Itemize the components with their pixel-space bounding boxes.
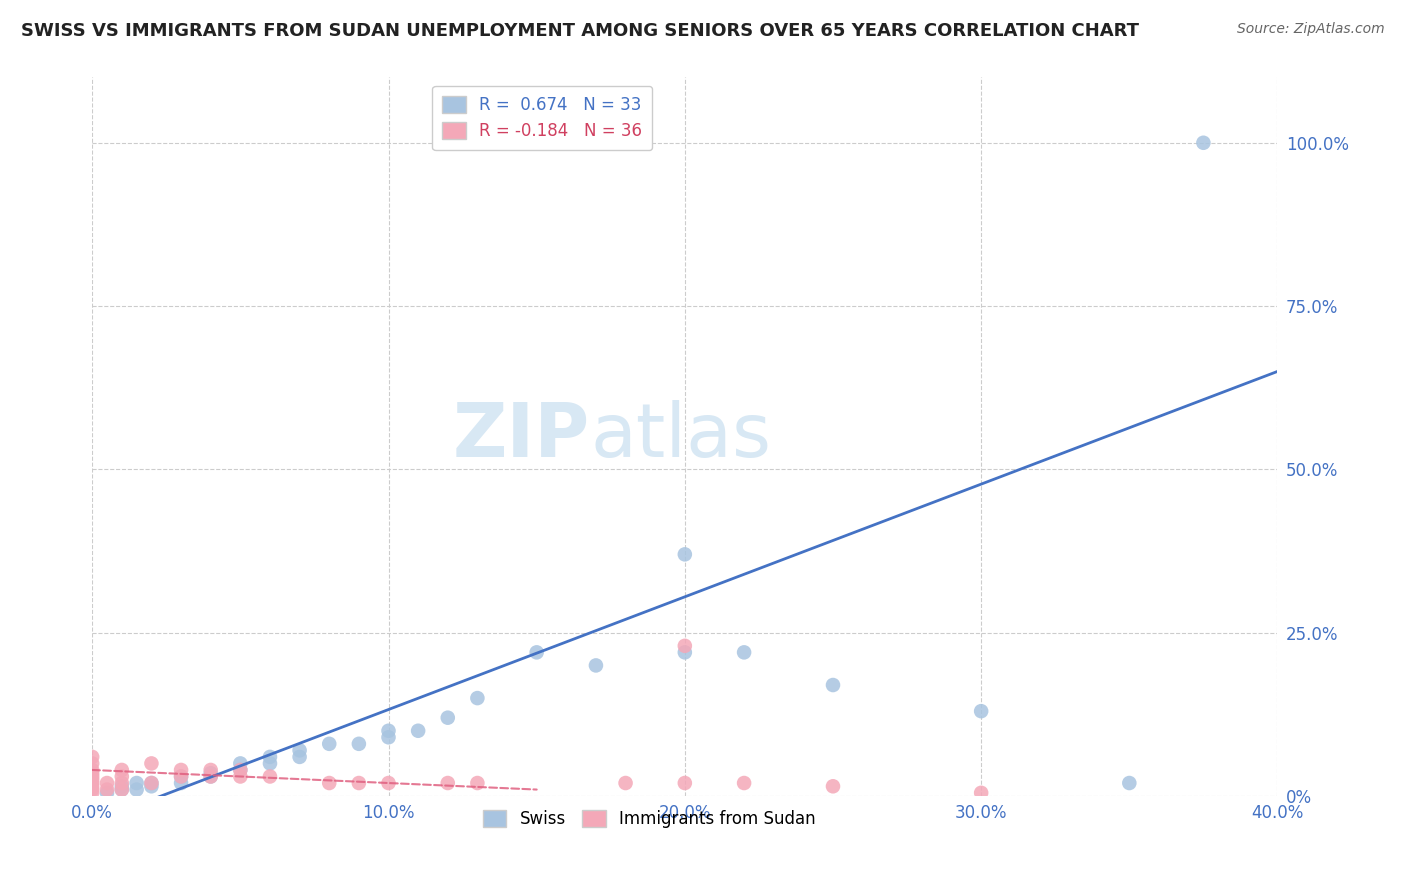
Point: [673, 639, 696, 653]
Point: [141, 779, 163, 793]
Point: [259, 750, 281, 764]
Point: [141, 776, 163, 790]
Point: [1192, 136, 1215, 150]
Point: [125, 782, 148, 797]
Point: [170, 770, 193, 784]
Point: [733, 776, 755, 790]
Point: [377, 731, 399, 745]
Point: [733, 645, 755, 659]
Point: [82, 776, 104, 790]
Point: [141, 776, 163, 790]
Point: [111, 770, 134, 784]
Point: [673, 776, 696, 790]
Point: [229, 763, 252, 777]
Point: [111, 779, 134, 793]
Text: ZIP: ZIP: [453, 401, 591, 474]
Point: [229, 770, 252, 784]
Point: [170, 776, 193, 790]
Point: [96, 776, 118, 790]
Point: [821, 678, 844, 692]
Point: [82, 766, 104, 780]
Point: [259, 770, 281, 784]
Point: [970, 786, 993, 800]
Point: [467, 691, 489, 706]
Point: [347, 737, 370, 751]
Point: [82, 772, 104, 787]
Point: [111, 782, 134, 797]
Point: [125, 776, 148, 790]
Point: [141, 756, 163, 771]
Point: [111, 776, 134, 790]
Text: Source: ZipAtlas.com: Source: ZipAtlas.com: [1237, 22, 1385, 37]
Point: [288, 743, 311, 757]
Point: [614, 776, 637, 790]
Point: [96, 786, 118, 800]
Point: [82, 782, 104, 797]
Point: [170, 770, 193, 784]
Point: [673, 547, 696, 561]
Point: [288, 750, 311, 764]
Point: [318, 776, 340, 790]
Point: [585, 658, 607, 673]
Point: [82, 786, 104, 800]
Point: [82, 770, 104, 784]
Point: [82, 763, 104, 777]
Point: [406, 723, 429, 738]
Point: [229, 756, 252, 771]
Point: [111, 763, 134, 777]
Point: [526, 645, 548, 659]
Text: atlas: atlas: [591, 401, 770, 474]
Point: [200, 770, 222, 784]
Point: [200, 766, 222, 780]
Point: [377, 723, 399, 738]
Point: [347, 776, 370, 790]
Point: [377, 776, 399, 790]
Point: [821, 779, 844, 793]
Point: [318, 737, 340, 751]
Point: [229, 763, 252, 777]
Point: [82, 750, 104, 764]
Point: [467, 776, 489, 790]
Point: [673, 645, 696, 659]
Point: [82, 779, 104, 793]
Text: SWISS VS IMMIGRANTS FROM SUDAN UNEMPLOYMENT AMONG SENIORS OVER 65 YEARS CORRELAT: SWISS VS IMMIGRANTS FROM SUDAN UNEMPLOYM…: [21, 22, 1139, 40]
Point: [200, 763, 222, 777]
Point: [82, 756, 104, 771]
Point: [436, 776, 458, 790]
Point: [96, 782, 118, 797]
Legend: Swiss, Immigrants from Sudan: Swiss, Immigrants from Sudan: [477, 803, 823, 835]
Point: [259, 756, 281, 771]
Point: [111, 782, 134, 797]
Point: [1118, 776, 1140, 790]
Point: [200, 770, 222, 784]
Point: [436, 711, 458, 725]
Point: [970, 704, 993, 718]
Point: [170, 763, 193, 777]
